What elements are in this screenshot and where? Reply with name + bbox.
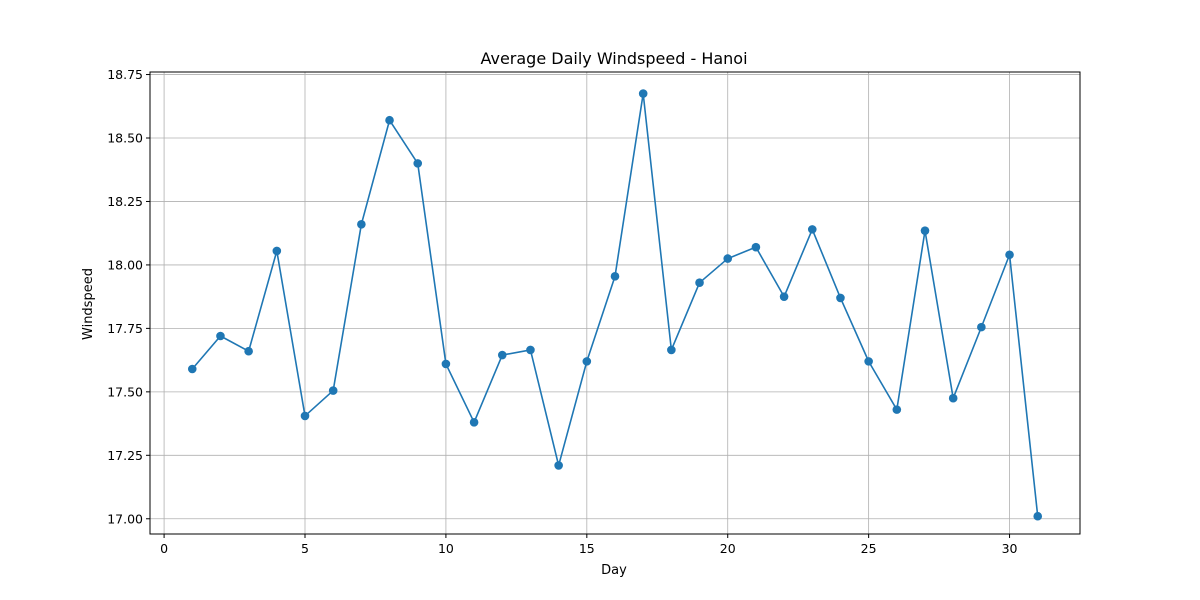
data-point: [413, 159, 423, 168]
y-tick-label: 18.75: [107, 67, 143, 82]
y-tick-label: 18.50: [107, 131, 143, 146]
data-point: [948, 393, 958, 403]
x-tick-label: 30: [1002, 541, 1018, 556]
data-point: [385, 115, 394, 125]
y-tick-label: 17.75: [107, 321, 143, 336]
data-point: [779, 292, 789, 301]
data-point: [328, 386, 338, 395]
data-point: [1033, 511, 1043, 521]
data-point: [441, 359, 451, 369]
data-point: [695, 278, 704, 287]
data-point: [357, 220, 366, 229]
axes: 0 5 10 15 20 25 30 17.00 17.25 17.50 17.75 18.00 18.…: [107, 67, 1081, 556]
grid: [150, 72, 1080, 534]
data-point: [1005, 250, 1014, 260]
data-point: [244, 346, 253, 356]
data-point: [497, 350, 507, 360]
y-tick-label: 17.00: [107, 511, 143, 526]
data-point: [638, 89, 648, 98]
x-tick-label: 5: [301, 541, 309, 556]
data-point: [582, 357, 592, 366]
y-tick-label: 17.50: [107, 384, 143, 399]
data-point: [723, 254, 733, 263]
data-series: [187, 89, 1043, 521]
data-point: [469, 418, 479, 427]
plot-frame: [149, 71, 1081, 535]
data-point: [807, 225, 817, 234]
data-point: [610, 272, 620, 281]
x-tick-label: 15: [579, 541, 595, 556]
x-axis-label: Day: [601, 563, 627, 578]
data-point: [554, 461, 563, 470]
x-tick-label: 0: [160, 541, 168, 556]
data-point: [300, 411, 310, 421]
x-tick-label: 20: [720, 541, 736, 556]
data-point: [216, 331, 225, 341]
data-point: [272, 246, 282, 256]
y-axis-label: Windspeed: [81, 268, 96, 340]
data-point: [526, 345, 535, 355]
data-point: [836, 293, 845, 303]
y-tick-label: 18.00: [107, 257, 143, 272]
data-point: [892, 405, 902, 414]
y-tick-label: 18.25: [107, 194, 143, 209]
data-point: [187, 364, 197, 374]
data-point: [667, 345, 676, 355]
data-point: [751, 242, 761, 252]
chart-title: Average Daily Windspeed - Hanoi: [480, 49, 747, 68]
x-tick-label: 25: [861, 541, 877, 556]
y-tick-label: 17.25: [107, 448, 143, 463]
x-tick-label: 10: [438, 541, 454, 556]
data-point: [920, 226, 930, 235]
data-point: [977, 322, 986, 332]
data-point: [864, 357, 873, 366]
